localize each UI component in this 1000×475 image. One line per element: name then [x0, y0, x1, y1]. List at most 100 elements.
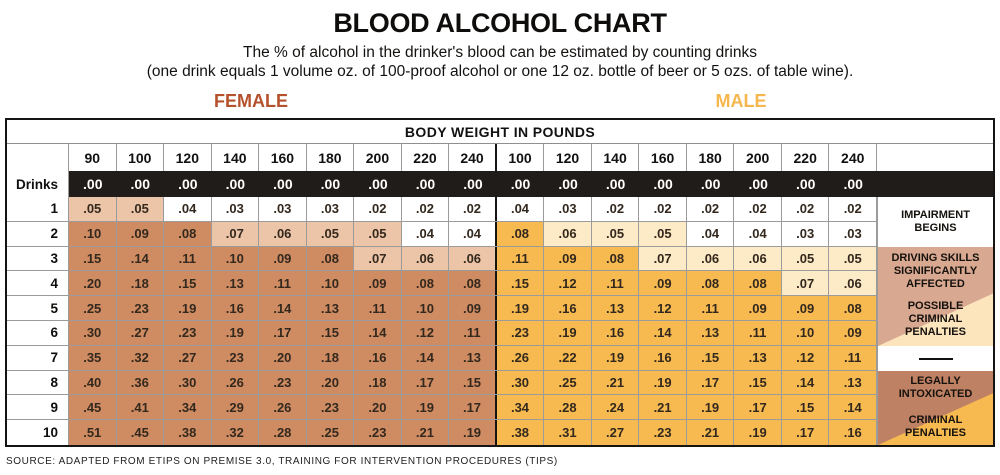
bac-cell-female: .30 [164, 370, 212, 395]
bac-cell-male: .03 [781, 221, 830, 246]
bac-cell-male: .12 [781, 345, 830, 370]
bac-cell-female: .07 [354, 246, 402, 271]
body-weight-header: BODY WEIGHT IN POUNDS [7, 120, 993, 144]
bac-cell-female: .06 [259, 221, 307, 246]
female-weight-header: 90 [69, 144, 117, 171]
bac-cell-female: .09 [449, 296, 497, 320]
bac-cell-male: .23 [639, 420, 687, 445]
bac-cell-female: .20 [259, 345, 307, 370]
dash-rule [918, 357, 953, 360]
bac-cell-female: .11 [449, 320, 497, 345]
bac-cell-female: .13 [211, 271, 260, 296]
bac-cell-male: .26 [496, 345, 545, 370]
bac-cell-female: .23 [306, 395, 355, 420]
female-weight-header: 120 [164, 144, 212, 171]
female-weight-header: 200 [354, 144, 402, 171]
bac-cell-male: .04 [686, 221, 735, 246]
male-weight-header: 120 [544, 144, 592, 171]
annotation-header-cell [877, 144, 993, 171]
bac-cell-male: .21 [639, 395, 687, 420]
bac-cell-female: .21 [401, 420, 450, 445]
bac-cell-male: .16 [544, 296, 592, 320]
bac-cell-female: .05 [354, 221, 402, 246]
bac-cell-female: .27 [116, 320, 165, 345]
zero-cell: .00 [211, 171, 260, 197]
bac-cell-female: .04 [449, 221, 497, 246]
bac-cell-female: .23 [164, 320, 212, 345]
bac-cell-male: .11 [591, 271, 640, 296]
bac-cell-male: .11 [496, 246, 545, 271]
annotation-divider [878, 346, 993, 371]
bac-cell-female: .07 [211, 221, 260, 246]
bac-cell-male: .06 [829, 271, 877, 296]
annotation-driving-skills-section: DRIVING SKILLS SIGNIFICANTLY AFFECTED PO… [878, 247, 993, 346]
bac-cell-female: .35 [69, 345, 117, 370]
bac-cell-male: .08 [591, 246, 640, 271]
bac-cell-male: .09 [829, 320, 877, 345]
bac-cell-male: .23 [496, 320, 545, 345]
table-row: 3.15.14.11.10.09.08.07.06.06.11.09.08.07… [7, 246, 993, 272]
bac-cell-female: .10 [401, 296, 450, 320]
bac-cell-male: .09 [781, 296, 830, 320]
table-row: 10.51.45.38.32.28.25.23.21.19.38.31.27.2… [7, 420, 993, 445]
bac-cell-female: .16 [354, 345, 402, 370]
bac-cell-male: .03 [829, 221, 877, 246]
drinks-count: 6 [7, 320, 69, 345]
bac-cell-female: .19 [401, 395, 450, 420]
table-row: 2.10.09.08.07.06.05.05.04.04.08.06.05.05… [7, 221, 993, 247]
bac-cell-female: .45 [116, 420, 165, 445]
bac-cell-female: .05 [306, 221, 355, 246]
bac-cell-male: .13 [591, 296, 640, 320]
bac-cell-male: .27 [591, 420, 640, 445]
bac-cell-female: .30 [69, 320, 117, 345]
bac-cell-female: .38 [164, 420, 212, 445]
bac-cell-female: .03 [306, 197, 355, 221]
bac-cell-male: .06 [734, 246, 782, 271]
bac-cell-male: .06 [544, 221, 592, 246]
bac-cell-female: .11 [164, 246, 212, 271]
annotation-impairment-begins: IMPAIRMENT BEGINS [878, 197, 993, 247]
bac-cell-male: .05 [591, 221, 640, 246]
bac-cell-female: .14 [354, 320, 402, 345]
bac-cell-male: .19 [544, 320, 592, 345]
bac-cell-male: .09 [639, 271, 687, 296]
zero-cell: .00 [306, 171, 355, 197]
bac-cell-male: .24 [591, 395, 640, 420]
bac-cell-female: .17 [449, 395, 497, 420]
table-row: 4.20.18.15.13.11.10.09.08.08.15.12.11.09… [7, 271, 993, 297]
bac-cell-female: .18 [354, 370, 402, 395]
male-weight-header: 220 [782, 144, 830, 171]
bac-cell-male: .08 [496, 221, 545, 246]
bac-cell-female: .06 [449, 246, 497, 271]
bac-cell-female: .02 [354, 197, 402, 221]
bac-cell-male: .05 [781, 246, 830, 271]
weights-header-row: 90 100 120 140 160 180 200 220 240 100 120 140 160 18… [7, 144, 993, 171]
bac-cell-male: .15 [496, 271, 545, 296]
bac-cell-female: .06 [401, 246, 450, 271]
zero-cell: .00 [544, 171, 592, 197]
drinks-count: 8 [7, 370, 69, 395]
male-weight-header: 140 [592, 144, 640, 171]
bac-cell-female: .14 [259, 296, 307, 320]
bac-cell-female: .20 [69, 271, 117, 296]
bac-cell-male: .16 [591, 320, 640, 345]
bac-cell-female: .12 [401, 320, 450, 345]
drinks-count: 2 [7, 221, 69, 246]
bac-cell-male: .13 [734, 345, 782, 370]
female-weight-header: 100 [117, 144, 165, 171]
bac-cell-male: .21 [591, 370, 640, 395]
bac-cell-female: .14 [401, 345, 450, 370]
bac-table: BODY WEIGHT IN POUNDS 90 100 120 140 160 180 2… [5, 118, 995, 447]
bac-cell-female: .08 [449, 271, 497, 296]
bac-cell-female: .03 [211, 197, 260, 221]
zero-cell: .00 [639, 171, 687, 197]
bac-cell-female: .20 [306, 370, 355, 395]
bac-cell-male: .15 [734, 370, 782, 395]
bac-cell-female: .17 [259, 320, 307, 345]
bac-cell-female: .27 [164, 345, 212, 370]
drinks-count: 9 [7, 395, 69, 420]
bac-cell-female: .16 [211, 296, 260, 320]
bac-cell-male: .12 [639, 296, 687, 320]
bac-cell-male: .38 [496, 420, 545, 445]
bac-cell-female: .14 [116, 246, 165, 271]
